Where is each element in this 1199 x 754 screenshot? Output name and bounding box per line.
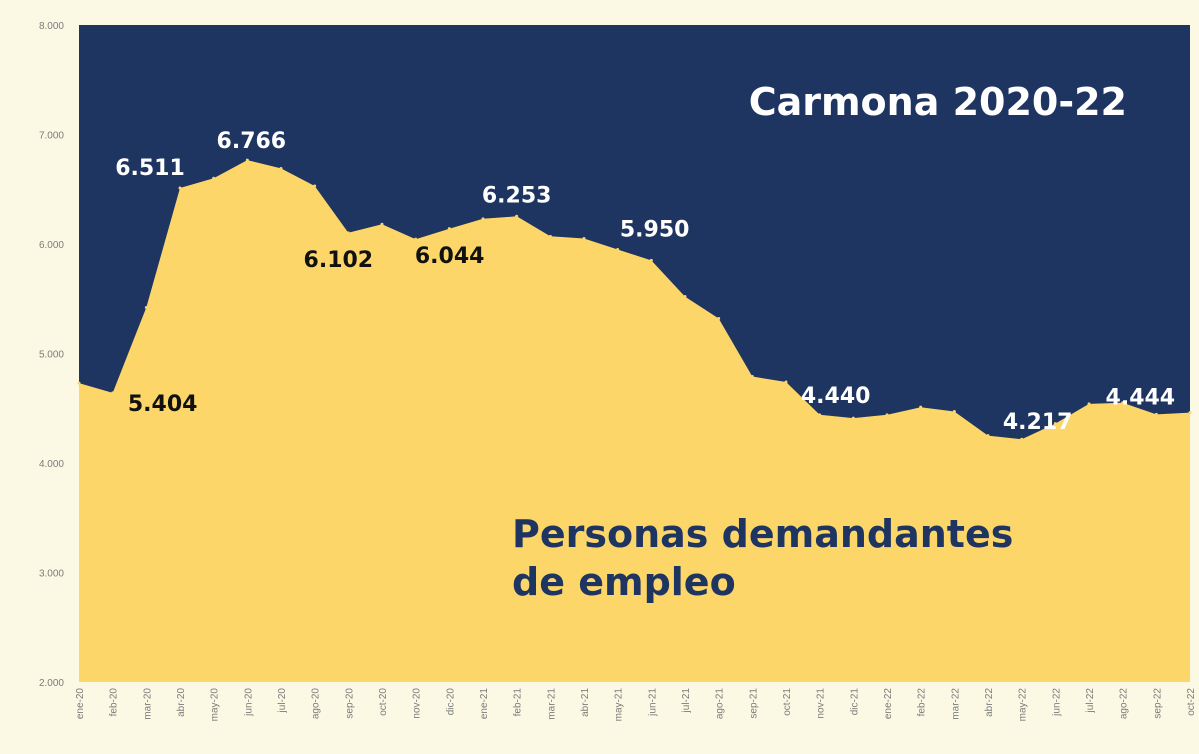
y-tick-label: 4.000 — [39, 459, 64, 470]
data-label: 4.217 — [1003, 410, 1073, 435]
x-tick-label: may-22 — [1018, 688, 1029, 722]
x-tick-label: mar-22 — [950, 688, 961, 720]
data-point — [1121, 401, 1125, 405]
x-tick-label: jul-21 — [681, 688, 692, 714]
data-label: 4.440 — [801, 384, 871, 409]
data-point — [919, 405, 923, 409]
data-point — [1188, 411, 1192, 415]
chart-title: Carmona 2020-22 — [749, 80, 1127, 124]
data-point — [212, 176, 216, 180]
y-tick-label: 7.000 — [39, 131, 64, 142]
data-point — [683, 295, 687, 299]
data-point — [548, 234, 552, 238]
data-label: 6.511 — [115, 156, 185, 181]
data-point — [952, 410, 956, 414]
x-tick-label: dic-20 — [445, 688, 456, 716]
x-tick-label: jun-22 — [1051, 688, 1062, 717]
x-tick-label: nov-20 — [412, 688, 423, 719]
x-tick-label: jul-20 — [277, 688, 288, 714]
data-label: 6.253 — [482, 183, 552, 208]
y-tick-label: 3.000 — [39, 569, 64, 580]
data-point — [784, 380, 788, 384]
y-tick-label: 6.000 — [39, 240, 64, 251]
data-point — [986, 434, 990, 438]
data-point — [1154, 412, 1158, 416]
x-tick-label: feb-22 — [917, 688, 928, 717]
data-point — [279, 166, 283, 170]
x-tick-label: ago-20 — [311, 688, 322, 720]
data-point — [111, 391, 115, 395]
x-tick-label: may-21 — [614, 688, 625, 722]
data-point — [380, 222, 384, 226]
y-tick-label: 5.000 — [39, 350, 64, 361]
area-series — [79, 160, 1190, 683]
data-point — [582, 237, 586, 241]
x-tick-label: oct-22 — [1186, 688, 1197, 716]
data-point — [750, 374, 754, 378]
x-tick-label: abr-21 — [580, 688, 591, 717]
data-point — [245, 158, 249, 162]
data-point — [178, 186, 182, 190]
data-point — [515, 214, 519, 218]
data-point — [1020, 437, 1024, 441]
data-point — [851, 416, 855, 420]
x-tick-label: oct-20 — [378, 688, 389, 716]
x-tick-label: ene-21 — [479, 688, 490, 720]
y-tick-label: 8.000 — [39, 21, 64, 32]
x-tick-label: sep-22 — [1152, 688, 1163, 719]
data-label: 5.950 — [620, 217, 690, 242]
x-tick-label: sep-20 — [344, 688, 355, 719]
data-point — [313, 184, 317, 188]
x-tick-label: oct-21 — [782, 688, 793, 716]
data-point — [414, 237, 418, 241]
x-tick-label: abr-22 — [984, 688, 995, 717]
data-point — [649, 258, 653, 262]
data-label: 6.102 — [304, 248, 374, 273]
x-tick-label: jun-21 — [647, 688, 658, 717]
x-tick-label: nov-21 — [816, 688, 827, 719]
x-tick-label: feb-21 — [513, 688, 524, 717]
x-tick-label: feb-20 — [109, 688, 120, 717]
y-tick-label: 2.000 — [39, 678, 64, 689]
data-point — [1087, 402, 1091, 406]
data-point — [1053, 422, 1057, 426]
data-point — [885, 413, 889, 417]
x-tick-label: ago-22 — [1119, 688, 1130, 720]
data-point — [346, 231, 350, 235]
area-label-line: Personas demandantes — [512, 512, 1013, 556]
x-tick-label: ene-20 — [75, 688, 86, 720]
data-label: 4.444 — [1106, 385, 1176, 410]
x-tick-label: abr-20 — [176, 688, 187, 717]
data-point — [717, 316, 721, 320]
data-label: 5.404 — [128, 392, 198, 417]
data-point — [616, 247, 620, 251]
x-tick-label: jul-22 — [1085, 688, 1096, 714]
x-tick-label: jun-20 — [243, 688, 254, 717]
data-point — [144, 306, 148, 310]
x-tick-label: may-20 — [210, 688, 221, 722]
data-point — [818, 413, 822, 417]
x-tick-label: sep-21 — [748, 688, 759, 719]
x-tick-label: ago-21 — [715, 688, 726, 720]
data-point — [447, 227, 451, 231]
x-tick-label: mar-20 — [142, 688, 153, 720]
data-label: 6.044 — [415, 244, 485, 269]
area-label-line: de empleo — [512, 560, 736, 604]
data-label: 6.766 — [217, 129, 287, 154]
x-tick-label: mar-21 — [546, 688, 557, 720]
data-point — [77, 381, 81, 385]
x-tick-label: dic-21 — [849, 688, 860, 716]
x-tick-label: ene-22 — [883, 688, 894, 720]
data-point — [481, 217, 485, 221]
